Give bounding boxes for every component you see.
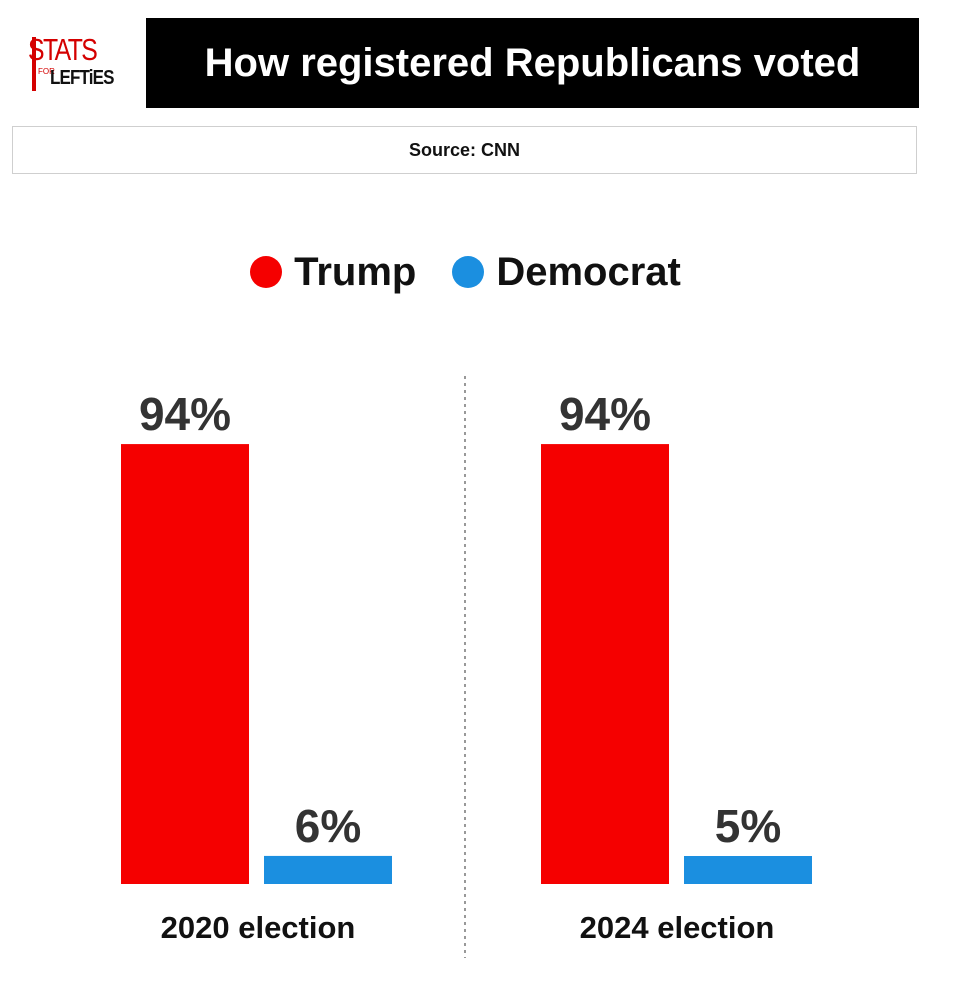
bar-trump-1 — [541, 444, 669, 884]
category-label-1: 2024 election — [580, 910, 775, 945]
logo-bar — [32, 37, 36, 91]
legend: Trump Democrat — [0, 248, 931, 296]
logo-for-text: FOR — [38, 67, 55, 76]
data-label-democrat-0: 6% — [295, 800, 361, 852]
data-label-trump-0: 94% — [139, 388, 231, 440]
logo-lefties-text: LEFTiES — [50, 67, 114, 89]
source-note: Source: CNN — [12, 126, 917, 174]
bar-democrat-1 — [684, 856, 812, 884]
legend-label-democrat: Democrat — [496, 249, 681, 294]
bar-democrat-0 — [264, 855, 392, 884]
data-label-trump-1: 94% — [559, 388, 651, 440]
legend-dot-trump — [250, 256, 283, 288]
category-label-0: 2020 election — [161, 910, 356, 945]
logo-stats-text: STATS — [28, 32, 98, 67]
stats-for-lefties-logo: STATS FOR LEFTiES — [28, 34, 120, 94]
legend-label-trump: Trump — [294, 249, 417, 294]
legend-dot-democrat — [452, 256, 485, 288]
chart-title: How registered Republicans voted — [146, 18, 919, 108]
data-label-democrat-1: 5% — [715, 800, 781, 852]
legend-item-trump: Trump — [250, 250, 416, 295]
legend-item-democrat: Democrat — [452, 250, 681, 295]
bar-trump-0 — [121, 444, 249, 884]
